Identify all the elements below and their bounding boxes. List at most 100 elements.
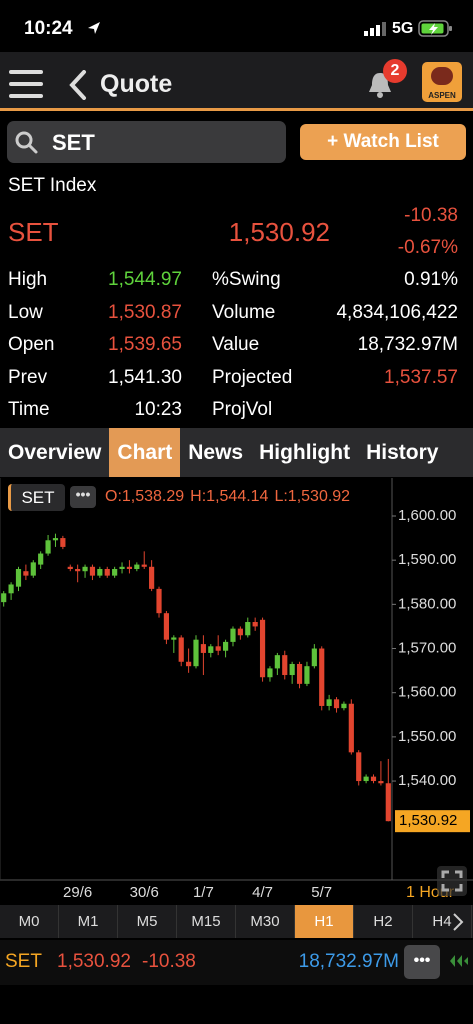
- stat-label: Volume: [212, 301, 276, 323]
- search-box[interactable]: [7, 121, 286, 163]
- candle-body: [274, 655, 280, 669]
- stat-value: 0.91%: [404, 269, 458, 290]
- candle-body: [97, 569, 103, 576]
- tab[interactable]: History: [366, 441, 439, 464]
- stat-value: 1,544.97: [108, 269, 182, 290]
- last-price-label: 1,530.92: [399, 812, 457, 829]
- chart: 1,600.00 1,590.00 1,580.00 1,570.00 1,560.00…: [0, 478, 473, 905]
- candle-body: [237, 628, 243, 636]
- notification-badge: 2: [383, 59, 407, 83]
- candle-body: [215, 646, 221, 651]
- menu-button[interactable]: [9, 70, 45, 100]
- candle-body: [126, 566, 133, 570]
- index-name: SET Index: [8, 175, 97, 196]
- tab[interactable]: News: [188, 441, 244, 464]
- x-tick-label: 30/6: [130, 884, 159, 901]
- timeframe[interactable]: M0: [0, 905, 59, 938]
- candle-body: [378, 781, 384, 784]
- logo-text: ASPEN: [428, 91, 456, 100]
- y-tick-label: 1,560.00: [398, 684, 456, 701]
- candle-body: [252, 622, 258, 627]
- expand-button[interactable]: [437, 866, 467, 896]
- tab[interactable]: Chart: [109, 428, 181, 477]
- candle-body: [333, 699, 340, 709]
- footer-change: -10.38: [142, 951, 196, 972]
- footer-bar: [0, 940, 473, 985]
- quote-symbol: SET: [8, 217, 59, 247]
- logo[interactable]: ASPEN: [422, 62, 462, 102]
- y-tick-label: 1,580.00: [398, 595, 456, 612]
- chart-menu-button[interactable]: •••: [70, 486, 96, 508]
- candle-body: [193, 639, 199, 667]
- timeframe[interactable]: H4: [413, 905, 472, 938]
- chart-symbol[interactable]: SET: [8, 484, 65, 511]
- candle-body: [267, 668, 273, 678]
- stat-label: Value: [212, 334, 260, 355]
- timeframe[interactable]: M5: [118, 905, 177, 938]
- ohlc-header: O:1,538.29 H:1,544.14 L:1,530.92: [105, 488, 391, 506]
- candle-body: [82, 566, 88, 572]
- stat-label: Low: [8, 301, 43, 323]
- candle-body: [30, 562, 36, 576]
- status-time: 10:24: [24, 18, 73, 39]
- stat-label: High: [8, 269, 48, 290]
- candle-body: [319, 648, 325, 706]
- header-title: Quote: [100, 70, 173, 98]
- candle-body: [289, 663, 295, 676]
- location-icon: [88, 22, 100, 34]
- stat-value: 1,530.87: [108, 301, 182, 323]
- candle-body: [104, 569, 110, 576]
- signal-icon: [364, 22, 386, 36]
- candle-body: [200, 644, 206, 653]
- footer-icon[interactable]: [448, 951, 470, 971]
- candle-body: [230, 628, 236, 642]
- timeframe-next[interactable]: [450, 912, 466, 932]
- candle-body: [341, 703, 347, 709]
- timeframe[interactable]: M1: [59, 905, 118, 938]
- stat-label: Prev: [8, 366, 48, 388]
- candle-body: [326, 699, 332, 706]
- y-tick-label: 1,590.00: [398, 551, 456, 568]
- candle-body: [1, 593, 7, 603]
- candle-body: [45, 540, 51, 554]
- candle-body: [356, 752, 362, 782]
- x-tick-label: 29/6: [63, 884, 92, 901]
- stat-value: 10:23: [134, 399, 182, 420]
- candle-body: [38, 553, 44, 565]
- candle-body: [385, 783, 391, 822]
- stat-label: Open: [8, 334, 55, 355]
- candle-body: [149, 566, 155, 589]
- tab[interactable]: Overview: [8, 441, 102, 464]
- watch-list-button[interactable]: + Watch List: [300, 124, 466, 160]
- candle-body: [171, 637, 177, 640]
- candle-body: [156, 588, 162, 614]
- tab[interactable]: Highlight: [259, 441, 351, 464]
- tab-bar: Overview Chart News Highlight History: [0, 428, 473, 477]
- timeframe[interactable]: H1: [295, 905, 354, 938]
- candle-body: [75, 569, 81, 572]
- y-tick-label: 1,540.00: [398, 772, 456, 789]
- candle-body: [15, 569, 22, 587]
- battery-icon: [418, 20, 452, 37]
- y-tick-label: 1,550.00: [398, 728, 456, 745]
- timeframe[interactable]: M30: [236, 905, 295, 938]
- timeframe[interactable]: H2: [354, 905, 413, 938]
- candle-body: [178, 637, 184, 662]
- footer-menu-button[interactable]: •••: [404, 945, 440, 979]
- timeframe[interactable]: M15: [177, 905, 236, 938]
- candle-body: [363, 776, 369, 782]
- candle-body: [245, 622, 251, 636]
- stat-value: 1,537.57: [384, 366, 458, 388]
- candle-body: [222, 641, 229, 651]
- x-tick-label: 1/7: [193, 884, 214, 901]
- logo-emblem: [431, 67, 453, 85]
- back-button[interactable]: [66, 70, 90, 100]
- candle-body: [163, 613, 170, 640]
- y-tick-label: 1,570.00: [398, 639, 456, 656]
- quote-change: -10.38: [404, 205, 458, 226]
- candle-body: [8, 584, 14, 594]
- stat-value: 4,834,106,422: [336, 301, 458, 323]
- ohlc-value: L:1,530.92: [274, 488, 351, 505]
- candle-body: [52, 538, 59, 541]
